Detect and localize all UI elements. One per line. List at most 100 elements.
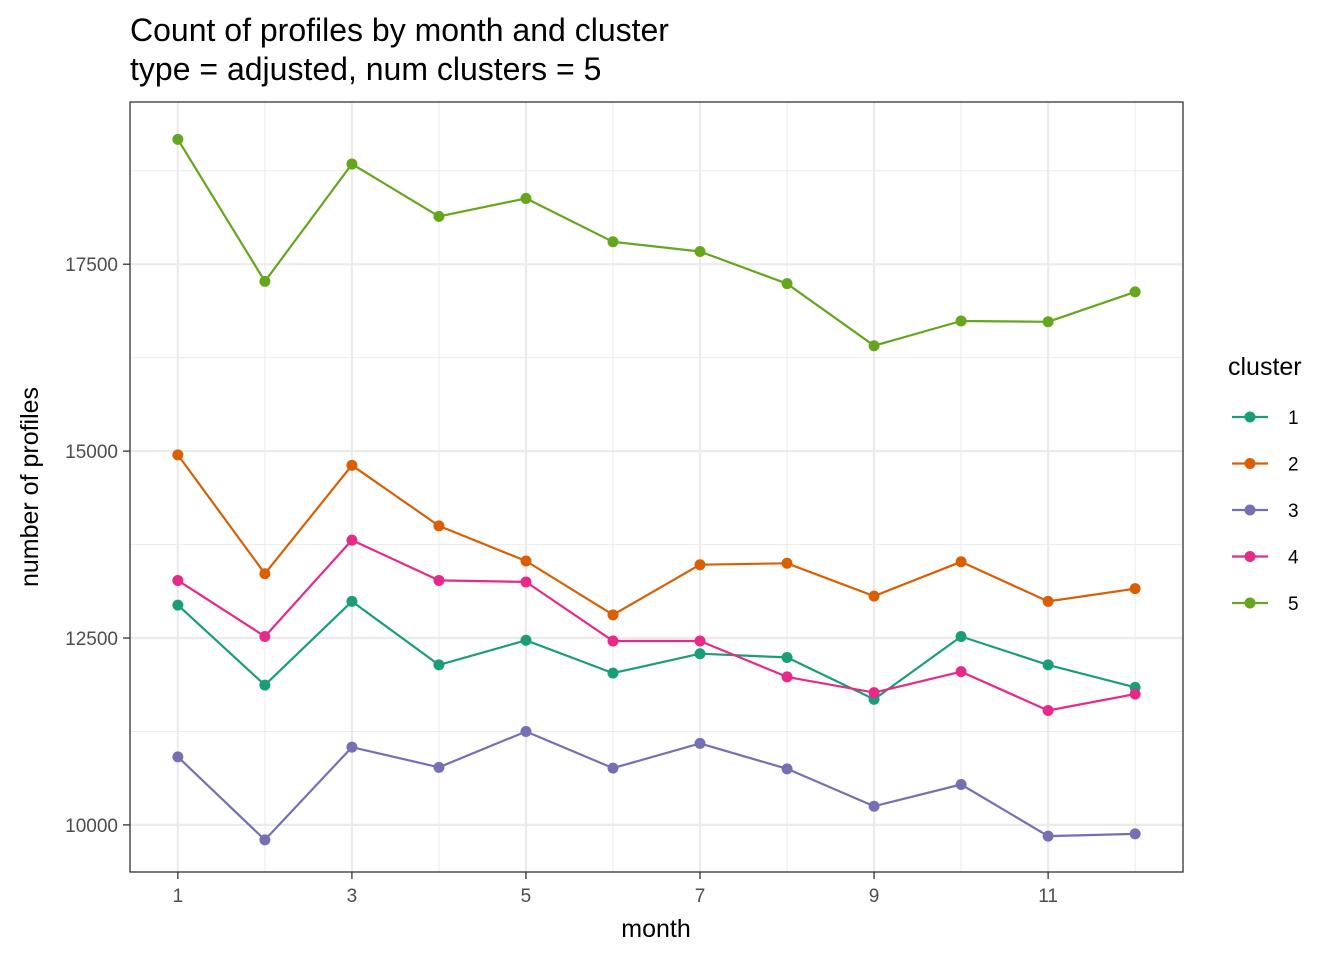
data-point: [868, 687, 880, 699]
axes: 1 3 5 7 9 11 10000 12500 15000 17500: [65, 255, 1058, 907]
data-point: [520, 555, 532, 567]
data-point: [1129, 828, 1141, 840]
data-point: [520, 634, 532, 646]
data-point: [607, 762, 619, 774]
data-point: [346, 534, 358, 546]
data-point: [607, 236, 619, 248]
data-point: [346, 741, 358, 753]
legend-item-5: 5: [1232, 594, 1299, 615]
series-3-line: [177, 730, 1136, 842]
series-1-line: [177, 600, 1136, 701]
legend-key-point: [1244, 597, 1256, 609]
legend-key-point: [1244, 504, 1256, 516]
x-tick-label: 9: [869, 886, 880, 907]
data-point: [607, 667, 619, 679]
legend-label: 1: [1288, 408, 1299, 429]
legend-label: 5: [1288, 594, 1299, 615]
data-point: [1129, 583, 1141, 595]
data-point: [781, 763, 793, 775]
data-point: [607, 609, 619, 621]
data-point: [955, 556, 967, 568]
legend-label: 4: [1288, 548, 1299, 569]
data-point: [433, 659, 445, 671]
data-point: [346, 595, 358, 607]
plot-border: [129, 101, 1184, 873]
data-point: [955, 779, 967, 791]
data-point: [433, 210, 445, 222]
data-point: [259, 275, 271, 287]
data-point: [694, 246, 706, 258]
x-tick-label: 7: [695, 886, 706, 907]
data-point: [172, 751, 184, 763]
y-axis-title: number of profiles: [16, 387, 44, 587]
data-point: [346, 158, 358, 170]
x-tick-label: 1: [173, 886, 184, 907]
data-point: [433, 761, 445, 773]
data-point: [1129, 688, 1141, 700]
data-point: [433, 574, 445, 586]
legend-label: 2: [1288, 455, 1299, 476]
legend-key-point: [1244, 551, 1256, 562]
legend-item-1: 1: [1232, 408, 1299, 429]
data-point: [346, 459, 358, 471]
y-tick-label: 12500: [65, 629, 118, 650]
data-point: [694, 737, 706, 749]
data-point: [781, 278, 793, 290]
data-point: [781, 557, 793, 569]
legend-item-4: 4: [1232, 548, 1299, 569]
x-tick-label: 3: [347, 886, 358, 907]
legend-item-3: 3: [1232, 501, 1299, 522]
data-point: [520, 192, 532, 204]
legend-item-2: 2: [1232, 455, 1299, 476]
data-point: [259, 631, 271, 643]
data-point: [868, 590, 880, 602]
data-point: [955, 631, 967, 643]
data-point: [259, 568, 271, 580]
data-point: [868, 800, 880, 812]
series-4: [172, 534, 1141, 717]
x-tick-label: 11: [1038, 886, 1058, 907]
data-point: [172, 449, 184, 461]
series-2: [172, 449, 1141, 621]
series-3: [172, 725, 1141, 846]
data-point: [694, 559, 706, 571]
x-axis-title: month: [621, 915, 690, 943]
series-4-line: [177, 538, 1136, 712]
data-point: [259, 834, 271, 846]
legend-label: 3: [1288, 501, 1299, 522]
y-tick-label: 10000: [65, 816, 118, 837]
x-tick-label: 5: [521, 886, 532, 907]
data-point: [1042, 830, 1054, 842]
chart-title: Count of profiles by month and cluster: [130, 12, 669, 48]
data-point: [781, 671, 793, 683]
data-point: [520, 576, 532, 588]
series-lines: [172, 133, 1141, 846]
data-point: [433, 520, 445, 532]
data-point: [1042, 316, 1054, 328]
y-tick-label: 17500: [65, 255, 118, 276]
data-point: [1042, 705, 1054, 717]
data-point: [868, 340, 880, 352]
data-point: [781, 651, 793, 663]
legend-title: cluster: [1228, 353, 1302, 381]
chart-subtitle: type = adjusted, num clusters = 5: [130, 51, 601, 87]
series-5-line: [176, 138, 1136, 347]
data-point: [259, 679, 271, 691]
grid-lines: [130, 102, 1183, 872]
data-point: [955, 315, 967, 327]
data-point: [1042, 595, 1054, 607]
data-point: [955, 666, 967, 678]
data-point: [172, 574, 184, 586]
series-5: [172, 133, 1141, 352]
data-point: [694, 635, 706, 647]
legend-key-point: [1244, 458, 1256, 469]
plot-background: [130, 102, 1183, 872]
data-point: [520, 725, 532, 737]
data-point: [694, 648, 706, 660]
legend: cluster 1 2 3 4 5: [1228, 353, 1302, 615]
data-point: [607, 635, 619, 647]
data-point: [172, 599, 184, 611]
data-point: [1042, 659, 1054, 671]
data-point: [172, 133, 184, 145]
